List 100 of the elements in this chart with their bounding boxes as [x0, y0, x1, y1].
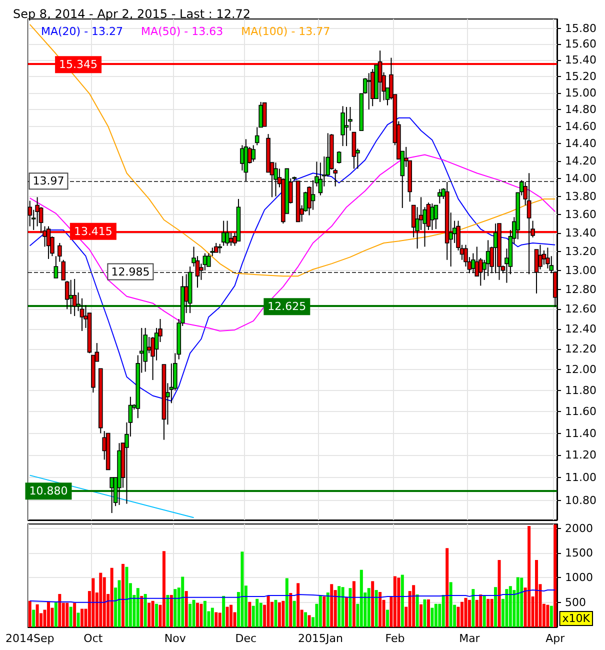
y-tick-label: 13.00 — [565, 264, 596, 277]
bar — [494, 587, 498, 627]
y-tick-label: 13.60 — [565, 208, 596, 221]
bar — [151, 600, 154, 627]
bar — [479, 594, 482, 627]
bar — [430, 608, 434, 627]
bar — [58, 594, 62, 627]
bar — [367, 588, 370, 627]
bar — [472, 589, 475, 627]
bar — [99, 572, 102, 627]
candlestick — [538, 244, 542, 270]
y-tick-label: 14.40 — [565, 136, 596, 150]
y-tick-label: 13.80 — [565, 190, 596, 203]
candlestick — [72, 278, 77, 317]
bar — [296, 583, 300, 627]
bar — [420, 604, 423, 627]
y-tick-label: 12.40 — [565, 322, 596, 336]
candlestick — [546, 247, 550, 269]
bar — [505, 589, 508, 627]
bar — [528, 526, 531, 627]
bar — [378, 592, 382, 627]
y-tick-label: 13.20 — [565, 244, 596, 258]
bar — [386, 610, 389, 627]
y-tick-label: 1500 — [565, 546, 593, 560]
bar — [278, 602, 281, 627]
bar — [486, 598, 490, 627]
y-tick-label: 1000 — [565, 571, 593, 584]
y-tick-label: 14.60 — [565, 120, 596, 133]
bar — [550, 606, 553, 627]
y-tick-label: 11.00 — [565, 471, 596, 484]
bar — [69, 606, 72, 627]
bar — [222, 596, 226, 627]
y-tick-label: 14.00 — [565, 172, 596, 185]
line-series — [29, 154, 556, 332]
candlestick — [68, 279, 73, 315]
bar — [468, 600, 471, 627]
bar — [110, 568, 114, 627]
bar — [374, 590, 378, 627]
bar — [285, 578, 288, 627]
bar — [210, 608, 214, 627]
bar — [416, 594, 419, 627]
bar — [148, 602, 151, 627]
line-series — [29, 117, 556, 402]
candlestick — [336, 150, 342, 164]
candlestick — [526, 172, 532, 275]
bar — [196, 602, 200, 627]
bar — [304, 612, 308, 627]
bar — [66, 602, 69, 627]
bar — [274, 600, 278, 627]
candlestick — [274, 162, 278, 197]
ref-line-label: 12.625 — [268, 300, 306, 314]
x-tick-label: Nov — [164, 632, 186, 645]
y-tick-label: 15.60 — [565, 38, 596, 51]
bar — [192, 600, 196, 627]
bar — [426, 599, 430, 627]
x-tick-label: 2015Jan — [298, 632, 343, 645]
bar — [121, 564, 124, 627]
bar — [326, 592, 330, 627]
bar — [136, 588, 140, 627]
y-tick-label: 11.20 — [565, 448, 596, 462]
bar — [397, 578, 400, 627]
bar — [102, 577, 106, 627]
bar — [393, 576, 396, 627]
bar — [446, 548, 449, 627]
bar — [535, 560, 538, 627]
candlestick — [340, 106, 345, 147]
bar — [162, 551, 166, 627]
bar — [460, 602, 464, 627]
bar — [442, 594, 445, 627]
bar — [423, 599, 426, 627]
line-series — [29, 24, 556, 277]
text: MA(50) - 13.63 — [141, 25, 224, 38]
bar — [490, 598, 494, 627]
bar — [155, 604, 158, 627]
bar — [92, 578, 95, 627]
bar — [400, 574, 404, 627]
text: x10K — [562, 612, 591, 625]
chart-title: Sep 8, 2014 - Apr 2, 2015 - Last : 12.72 — [13, 7, 251, 21]
x-tick-label: Feb — [385, 632, 405, 645]
bar — [412, 585, 416, 627]
bar — [292, 600, 296, 627]
bar — [352, 581, 356, 627]
candlestick — [262, 102, 267, 127]
y-tick-label: 15.80 — [565, 22, 596, 35]
bar — [348, 588, 352, 627]
bar — [125, 566, 128, 627]
bar — [184, 591, 188, 627]
bar — [289, 592, 292, 627]
bar — [174, 589, 177, 627]
bar — [46, 602, 50, 627]
candlestick — [310, 180, 316, 210]
bar — [230, 604, 233, 627]
y-tick-label: 2000 — [565, 522, 593, 535]
bar — [308, 615, 311, 627]
y-tick-label: 13.40 — [565, 226, 596, 240]
bar — [371, 581, 374, 627]
bar — [54, 602, 58, 627]
bar — [282, 600, 285, 627]
ref-line-label: 10.880 — [29, 484, 68, 498]
y-tick-label: 11.40 — [565, 426, 596, 440]
